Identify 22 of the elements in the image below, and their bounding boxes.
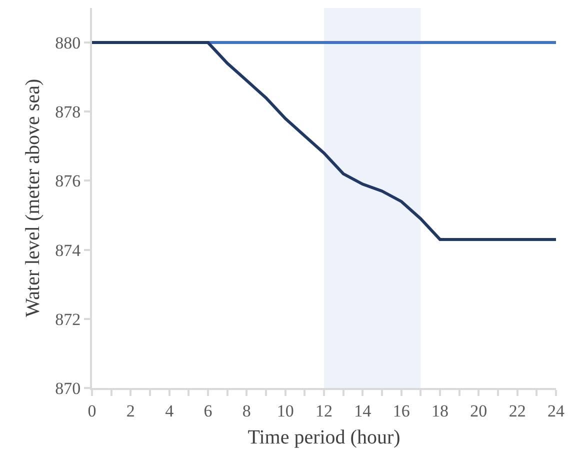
x-tick-label: 2 (126, 401, 135, 420)
x-axis-title: Time period (hour) (248, 426, 400, 448)
line-series (92, 41, 556, 241)
y-tick-label: 872 (55, 310, 81, 329)
x-tick-label: 14 (354, 401, 372, 420)
x-tick-label: 12 (316, 401, 332, 420)
x-tick-label: 10 (276, 401, 294, 420)
y-axis-title: Water level (meter above sea) (22, 78, 44, 318)
x-tick-label: 4 (165, 401, 174, 420)
y-tick-label: 870 (55, 378, 81, 398)
x-tick-label: 22 (508, 401, 526, 420)
y-tick-label: 878 (55, 102, 81, 122)
x-tick-label: 16 (392, 401, 410, 420)
x-tick-label: 18 (432, 401, 448, 420)
x-tick-label: 20 (470, 401, 488, 420)
y-tick-label: 874 (55, 240, 82, 260)
y-tick-label: 876 (55, 172, 81, 191)
x-tick-label: 8 (242, 401, 251, 420)
x-tick-label: 6 (204, 401, 212, 420)
y-tick-label: 880 (55, 34, 81, 52)
x-tick-label: 0 (88, 401, 96, 420)
x-tick-label: 24 (548, 401, 565, 420)
